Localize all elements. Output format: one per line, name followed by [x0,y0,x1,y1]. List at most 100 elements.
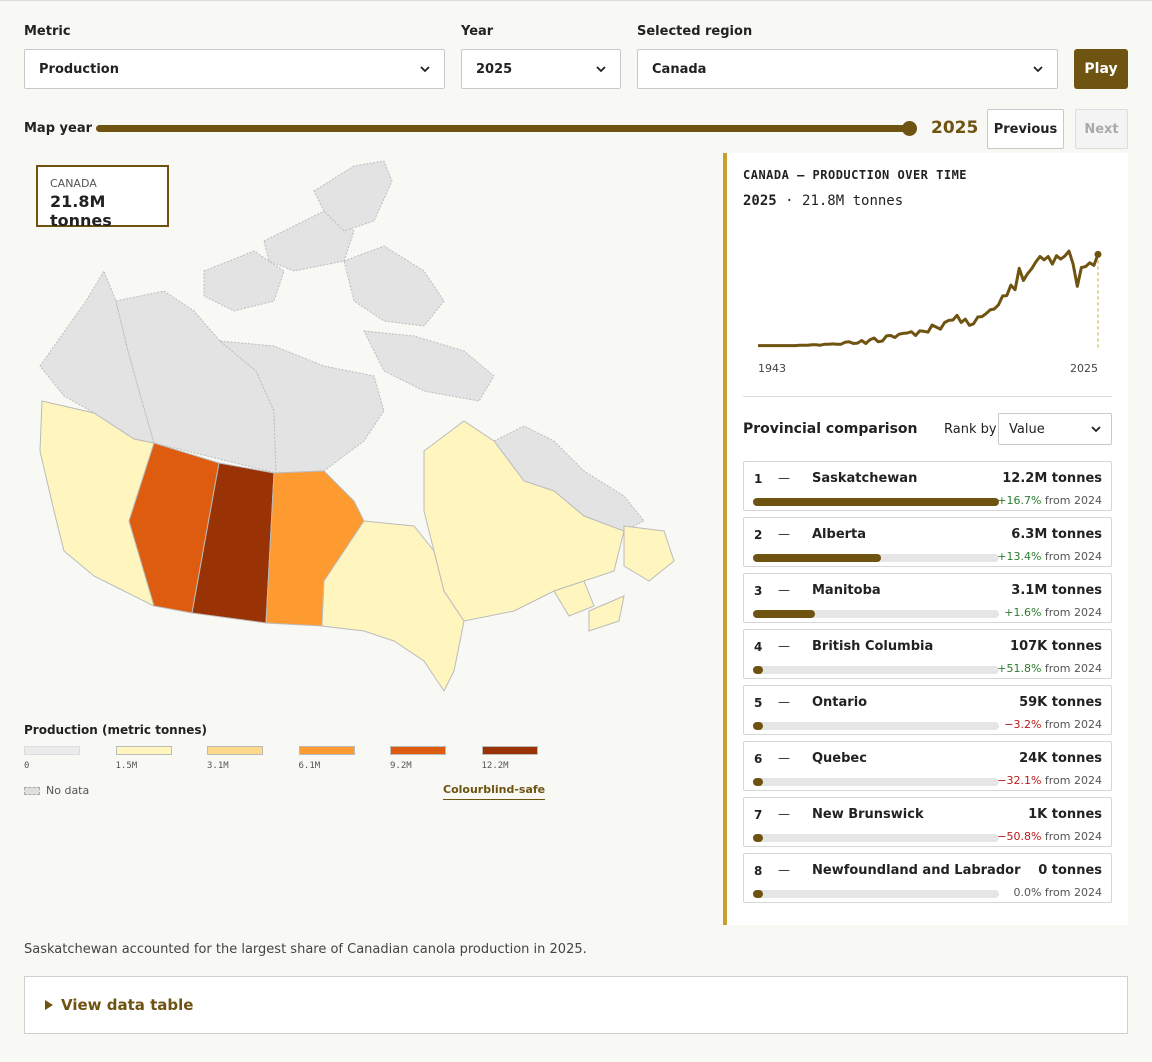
map-tooltip: CANADA 21.8M tonnes [36,165,169,230]
rank-by-label: Rank by [944,422,997,437]
chevron-down-icon [420,66,430,73]
share-bar-track [753,890,999,898]
province-row[interactable]: 7 — New Brunswick 1K tonnes −50.8% from 2024 [743,797,1112,847]
play-button[interactable]: Play [1074,49,1128,89]
map-region-labrador[interactable] [493,425,645,532]
map-year-slider-track[interactable] [96,125,914,132]
share-bar-track [753,610,999,618]
data-table-disclosure[interactable]: View data table [24,976,1128,1034]
chevron-down-icon [1091,426,1101,433]
map-year-label: Map year [24,121,93,136]
province-row[interactable]: 2 — Alberta 6.3M tonnes +13.4% from 2024 [743,517,1112,567]
legend-no-data: No data [24,784,89,797]
province-rank: 1 [754,472,763,486]
map-region-alberta[interactable] [128,442,220,614]
change-percent: +51.8% [997,662,1042,675]
share-bar-fill [753,610,815,618]
change-percent: −3.2% [1004,718,1042,731]
change-percent: +13.4% [997,550,1042,563]
share-bar-track [753,778,999,786]
province-change: −50.8% from 2024 [997,830,1102,843]
change-reference: from 2024 [1044,886,1102,899]
map-region-new-brunswick[interactable] [553,580,595,617]
legend-swatch [207,746,263,755]
province-row[interactable]: 5 — Ontario 59K tonnes −3.2% from 2024 [743,685,1112,735]
panel-divider [743,396,1112,397]
map-region-arctic-island[interactable] [313,160,393,232]
rank-change-indicator: — [778,863,790,877]
province-row[interactable]: 4 — British Columbia 107K tonnes +51.8% from… [743,629,1112,679]
rank-change-indicator: — [778,527,790,541]
province-row[interactable]: 1 — Saskatchewan 12.2M tonnes +16.7% from 20… [743,461,1112,511]
disclosure-triangle-icon [45,1000,53,1010]
region-select-value: Canada [652,61,707,77]
metric-select-value: Production [39,61,119,77]
chevron-down-icon [1033,66,1043,73]
change-percent: +16.7% [997,494,1042,507]
rank-by-select[interactable]: Value [998,413,1112,445]
map-region-nova-scotia[interactable] [588,595,625,632]
change-percent: 0.0% [1013,886,1042,899]
year-select[interactable]: 2025 [461,49,621,89]
map-region-newfoundland[interactable] [623,525,675,582]
province-name: Newfoundland and Labrador [812,863,1021,878]
province-name: Saskatchewan [812,471,918,486]
map-region-northwest-territories[interactable] [115,290,277,474]
legend-label: 1.5M [115,761,138,771]
share-bar-track [753,834,999,842]
previous-button[interactable]: Previous [987,109,1064,149]
province-row[interactable]: 3 — Manitoba 3.1M tonnes +1.6% from 2024 [743,573,1112,623]
change-reference: from 2024 [1044,606,1102,619]
province-change: +13.4% from 2024 [997,550,1102,563]
province-value: 0 tonnes [1038,863,1102,878]
production-line [758,249,1100,348]
change-percent: +1.6% [1004,606,1042,619]
province-rank: 4 [754,640,763,654]
legend-swatch [115,746,172,755]
share-bar-fill [753,554,881,562]
map-region-arctic-island[interactable] [203,250,285,312]
change-percent: −50.8% [997,830,1042,843]
share-bar-fill [753,498,999,506]
next-button[interactable]: Next [1075,109,1128,149]
province-row[interactable]: 6 — Quebec 24K tonnes −32.1% from 2024 [743,741,1112,791]
map-year-slider-handle[interactable] [902,121,917,136]
metric-select[interactable]: Production [24,49,445,89]
map-region-nunavut[interactable] [218,340,385,474]
province-value: 3.1M tonnes [1011,583,1102,598]
map-region-british-columbia[interactable] [39,400,155,607]
view-data-table-toggle[interactable]: View data table [45,996,193,1014]
province-row[interactable]: 8 — Newfoundland and Labrador 0 tonnes 0.0% … [743,853,1112,903]
province-value: 107K tonnes [1010,639,1102,654]
region-label: Selected region [637,24,753,39]
province-change: −3.2% from 2024 [1004,718,1102,731]
legend-swatch [298,746,355,755]
province-change: +51.8% from 2024 [997,662,1102,675]
map-region-quebec[interactable] [423,420,625,622]
legend-label: 0 [24,761,30,771]
legend-label: 12.2M [481,761,509,771]
map-region-arctic-island[interactable] [343,245,445,327]
legend-label: 3.1M [207,761,229,771]
chevron-down-icon [596,66,606,73]
share-bar-fill [753,666,763,674]
tooltip-value: 21.8M tonnes [50,192,112,230]
legend-swatch [24,746,80,755]
metric-label: Metric [24,24,71,39]
province-name: Ontario [812,695,868,710]
comparison-title: Provincial comparison [743,421,918,437]
province-change: +1.6% from 2024 [1004,606,1102,619]
colourblind-safe-toggle[interactable]: Colourblind-safe [443,783,546,800]
no-data-label: No data [46,784,90,797]
rank-change-indicator: — [778,471,790,485]
province-value: 59K tonnes [1019,695,1102,710]
share-bar-track [753,722,999,730]
legend-label: 6.1M [298,761,321,771]
panel-sub-year: 2025 [743,193,777,209]
share-bar-fill [753,834,763,842]
region-select[interactable]: Canada [637,49,1058,89]
province-name: Quebec [812,751,867,766]
province-name: Manitoba [812,583,881,598]
map-region-arctic-island[interactable] [363,330,495,402]
production-over-time-chart: 1943 2025 [758,249,1102,375]
